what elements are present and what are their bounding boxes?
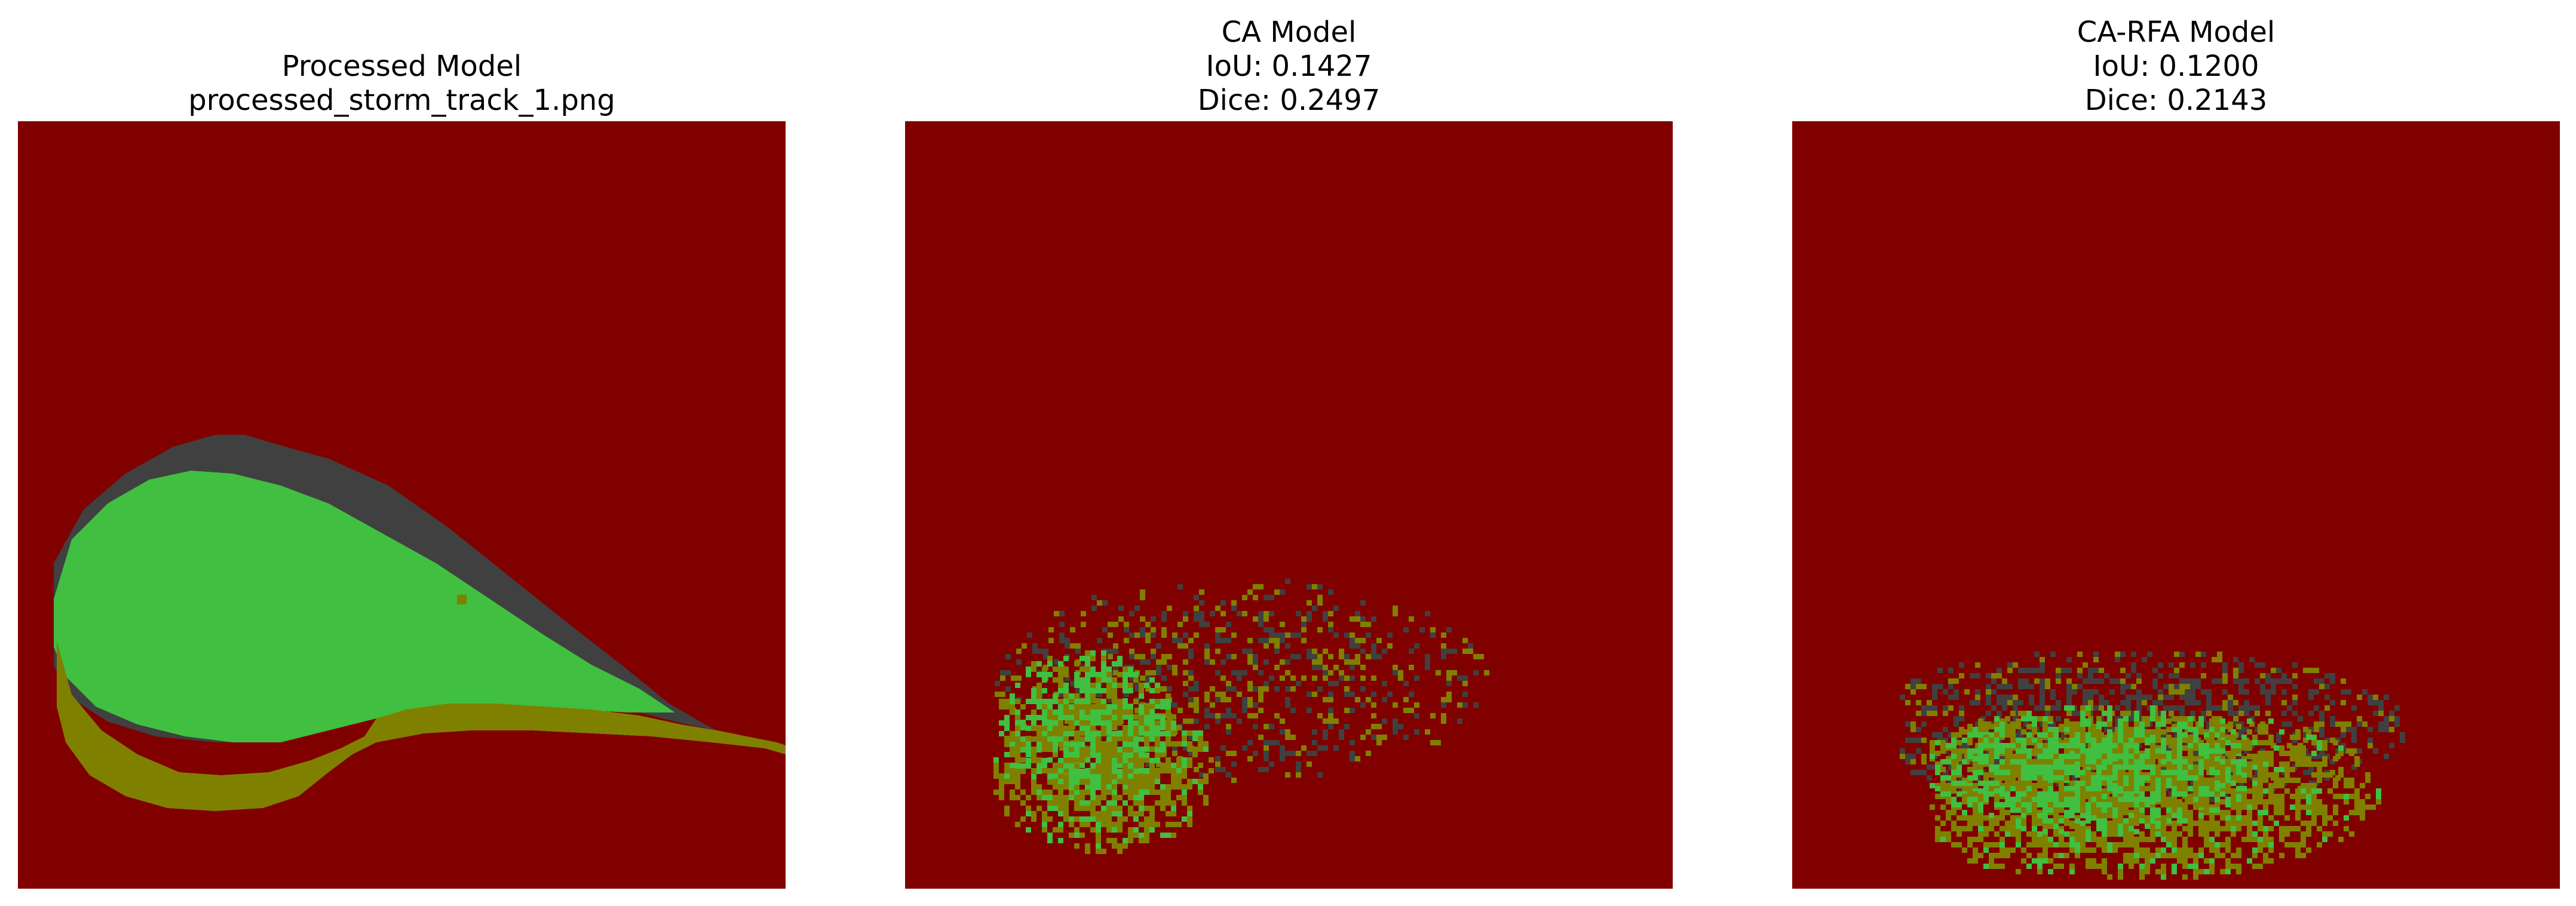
processed-segmentation-map xyxy=(18,121,786,889)
panel-subtitle-filename: processed_storm_track_1.png xyxy=(188,84,615,117)
olive-speck xyxy=(457,595,467,604)
ca-segmentation-map xyxy=(905,121,1673,889)
panel-ca-model: CA Model IoU: 0.1427 Dice: 0.2497 xyxy=(905,0,1673,906)
panel-title: Processed Model processed_storm_track_1.… xyxy=(18,50,786,118)
scattered-prediction-pixels xyxy=(993,579,1489,854)
panel-metric-iou: IoU: 0.1427 xyxy=(1206,50,1372,83)
panel-title-line: CA-RFA Model xyxy=(2077,16,2276,49)
panel-title-line: CA Model xyxy=(1221,16,1357,49)
ca-rfa-segmentation-map xyxy=(1792,121,2560,889)
panel-title-line: Processed Model xyxy=(281,50,522,83)
panel-title: CA-RFA Model IoU: 0.1200 Dice: 0.2143 xyxy=(1792,16,2560,118)
panel-metric-iou: IoU: 0.1200 xyxy=(2093,50,2259,83)
green-region xyxy=(54,471,675,742)
panel-title: CA Model IoU: 0.1427 Dice: 0.2497 xyxy=(905,16,1673,118)
panel-ca-rfa-model: CA-RFA Model IoU: 0.1200 Dice: 0.2143 xyxy=(1792,0,2560,906)
panel-processed-model: Processed Model processed_storm_track_1.… xyxy=(18,0,786,906)
olive-region xyxy=(57,641,786,811)
panel-metric-dice: Dice: 0.2497 xyxy=(1197,84,1381,117)
panel-metric-dice: Dice: 0.2143 xyxy=(2084,84,2268,117)
scattered-prediction-pixels xyxy=(1900,652,2405,880)
